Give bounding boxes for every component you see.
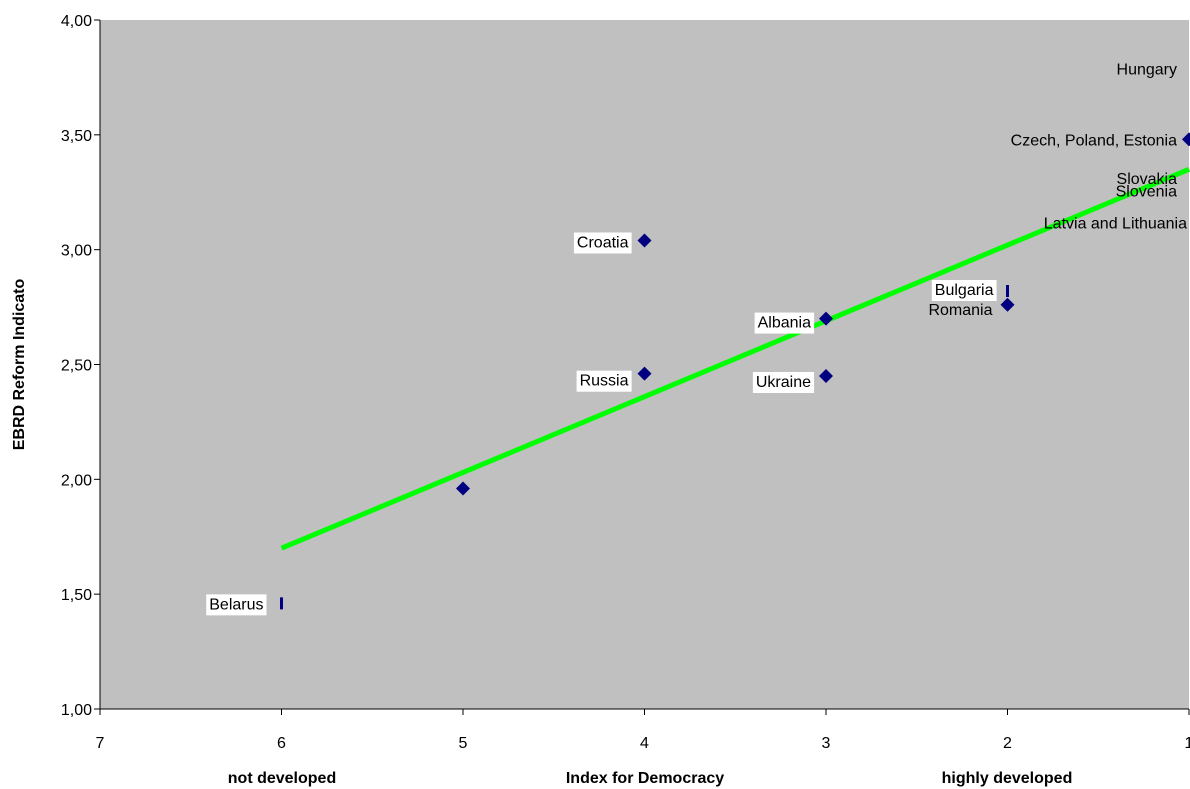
data-point bbox=[456, 481, 470, 496]
x-axis-title: Index for Democracy bbox=[566, 770, 724, 787]
data-point bbox=[280, 597, 283, 610]
x-axis-label-highly-developed: highly developed bbox=[942, 770, 1073, 787]
y-tick-label: 2,00 bbox=[61, 472, 92, 489]
point-label: Albania bbox=[758, 315, 811, 332]
point-label: Ukraine bbox=[756, 374, 811, 391]
y-tick-label: 3,50 bbox=[61, 128, 92, 145]
y-tick-label: 2,50 bbox=[61, 358, 92, 375]
point-label: Czech, Poland, Estonia bbox=[1011, 132, 1177, 149]
x-tick-label: 3 bbox=[822, 735, 831, 752]
point-label: Russia bbox=[580, 373, 629, 390]
x-tick-label: 7 bbox=[96, 735, 105, 752]
x-tick-label: 6 bbox=[277, 735, 286, 752]
point-label-background bbox=[754, 312, 815, 334]
data-point bbox=[819, 368, 833, 383]
x-axis-label-not-developed: not developed bbox=[228, 770, 336, 787]
data-point bbox=[1006, 285, 1009, 298]
point-label-background bbox=[931, 280, 997, 302]
y-tick-label: 1,50 bbox=[61, 587, 92, 604]
x-tick-label: 5 bbox=[459, 735, 468, 752]
x-tick-label: 4 bbox=[640, 735, 649, 752]
point-label: Slovenia bbox=[1116, 184, 1177, 201]
x-tick-label: 1 bbox=[1185, 735, 1190, 752]
point-label-background bbox=[206, 594, 267, 616]
point-label-background bbox=[576, 370, 632, 392]
plot-area bbox=[100, 20, 1189, 709]
data-point bbox=[637, 233, 652, 248]
point-label: Bulgaria bbox=[935, 282, 994, 299]
data-point bbox=[1000, 297, 1015, 312]
point-label-background bbox=[573, 232, 632, 254]
y-tick-label: 4,00 bbox=[61, 13, 92, 30]
point-label: Hungary bbox=[1117, 61, 1177, 78]
point-label-background bbox=[752, 371, 815, 393]
trendline bbox=[280, 166, 1190, 551]
point-label: Romania bbox=[928, 302, 992, 319]
point-label: Latvia and Lithuania bbox=[1044, 215, 1187, 232]
y-axis-title: EBRD Reform Indicato bbox=[11, 278, 28, 450]
point-label: Slovakia bbox=[1117, 171, 1178, 188]
point-label: Belarus bbox=[209, 596, 263, 613]
y-tick-label: 1,00 bbox=[61, 702, 92, 719]
data-point bbox=[819, 311, 833, 326]
y-tick-label: 3,00 bbox=[61, 243, 92, 260]
data-point bbox=[637, 366, 652, 381]
data-point bbox=[1182, 132, 1190, 147]
point-label: Croatia bbox=[577, 234, 629, 251]
x-tick-label: 2 bbox=[1003, 735, 1012, 752]
